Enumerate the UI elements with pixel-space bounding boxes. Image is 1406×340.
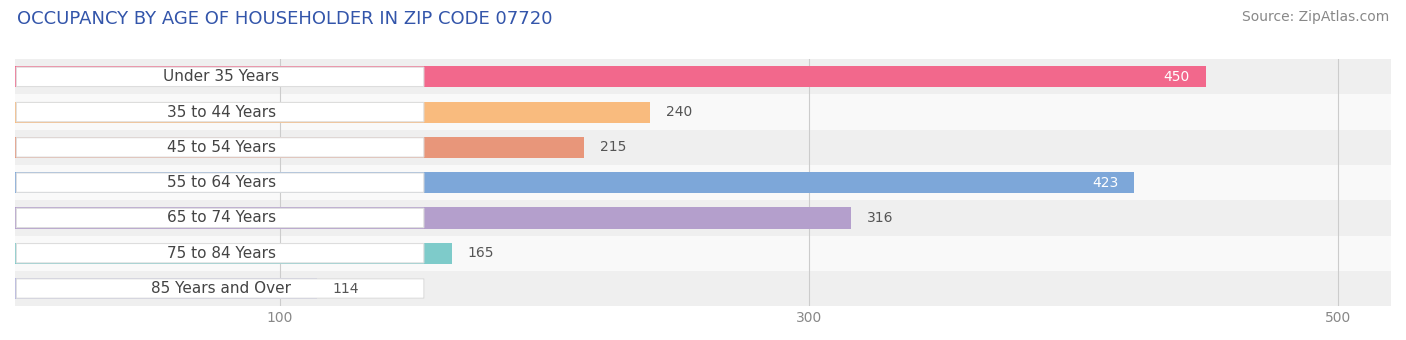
Text: 316: 316 xyxy=(868,211,894,225)
Bar xyxy=(15,243,451,264)
Bar xyxy=(15,165,1391,200)
Bar xyxy=(15,130,1391,165)
Text: 35 to 44 Years: 35 to 44 Years xyxy=(167,105,276,120)
FancyBboxPatch shape xyxy=(17,208,423,228)
FancyBboxPatch shape xyxy=(17,67,423,87)
Text: 450: 450 xyxy=(1164,70,1189,84)
Text: Source: ZipAtlas.com: Source: ZipAtlas.com xyxy=(1241,10,1389,24)
Text: 55 to 64 Years: 55 to 64 Years xyxy=(167,175,276,190)
Text: 423: 423 xyxy=(1092,176,1118,190)
Bar xyxy=(15,200,1391,236)
Text: 75 to 84 Years: 75 to 84 Years xyxy=(167,246,276,261)
Bar xyxy=(15,278,316,299)
Bar xyxy=(15,59,1391,95)
Bar xyxy=(15,271,1391,306)
Bar xyxy=(15,95,1391,130)
FancyBboxPatch shape xyxy=(17,243,423,263)
Text: 45 to 54 Years: 45 to 54 Years xyxy=(167,140,276,155)
Bar xyxy=(15,172,1135,193)
Bar xyxy=(15,207,851,228)
Bar xyxy=(15,66,1206,87)
Bar xyxy=(15,102,650,123)
Text: 85 Years and Over: 85 Years and Over xyxy=(152,281,291,296)
Text: 165: 165 xyxy=(467,246,494,260)
Bar xyxy=(15,236,1391,271)
FancyBboxPatch shape xyxy=(17,279,423,298)
FancyBboxPatch shape xyxy=(17,173,423,192)
Text: 240: 240 xyxy=(666,105,692,119)
Text: OCCUPANCY BY AGE OF HOUSEHOLDER IN ZIP CODE 07720: OCCUPANCY BY AGE OF HOUSEHOLDER IN ZIP C… xyxy=(17,10,553,28)
Bar xyxy=(15,137,583,158)
Text: 114: 114 xyxy=(333,282,359,295)
Text: Under 35 Years: Under 35 Years xyxy=(163,69,280,84)
FancyBboxPatch shape xyxy=(17,102,423,122)
FancyBboxPatch shape xyxy=(17,138,423,157)
Text: 215: 215 xyxy=(600,140,626,154)
Text: 65 to 74 Years: 65 to 74 Years xyxy=(167,210,276,225)
